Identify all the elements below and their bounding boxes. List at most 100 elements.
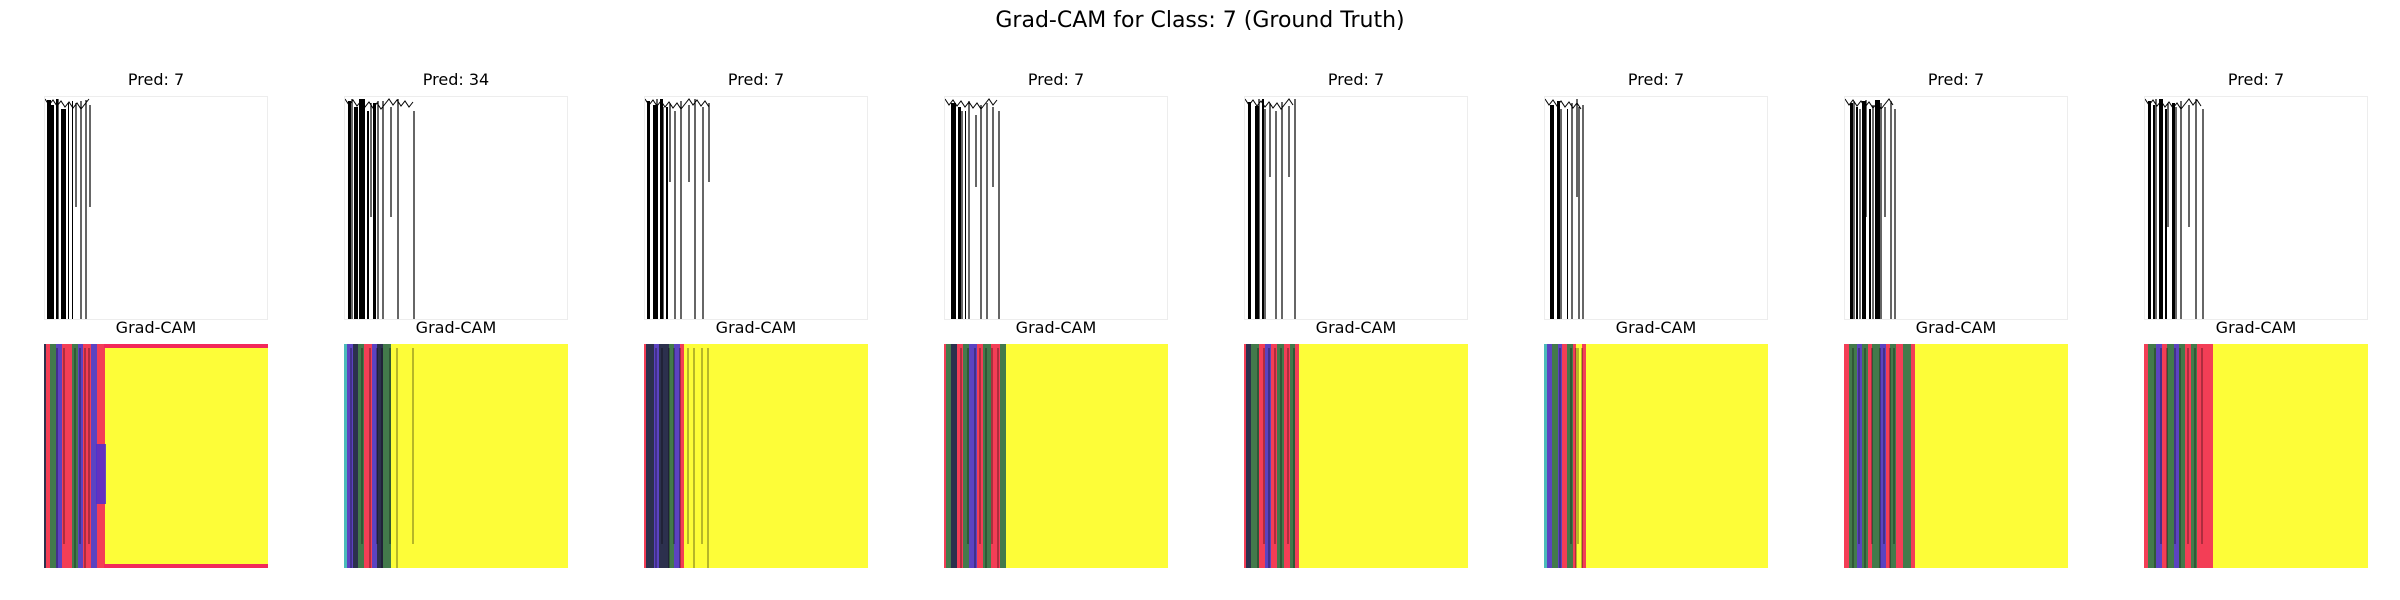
heatmap-band [1911, 344, 1915, 568]
input-image-canvas [1245, 98, 1296, 319]
heatmap-band [1271, 344, 1277, 568]
heatmap-band [2197, 344, 2206, 568]
gradcam-title: Grad-CAM [1015, 318, 1097, 337]
heatmap-band [2162, 344, 2167, 568]
heatmap-band [1547, 344, 1552, 568]
gradcam-title: Grad-CAM [1915, 318, 1997, 337]
stroke-bar [2148, 101, 2151, 319]
heatmap-band [1567, 344, 1573, 568]
stroke-bar [647, 101, 650, 319]
input-image-canvas [945, 98, 1000, 319]
heatmap-band [646, 344, 654, 568]
pred-title: Pred: 7 [1027, 70, 1085, 89]
stroke-bar [958, 107, 961, 319]
stroke-bar [2165, 109, 2167, 319]
heatmap-band [1868, 344, 1872, 568]
heatmap-band [1284, 344, 1290, 568]
gradcam-panel [644, 344, 868, 568]
heatmap-band [1265, 344, 1271, 568]
heatmap-band [2156, 344, 2162, 568]
stroke-bar [2159, 99, 2163, 319]
heatmap-band [1582, 344, 1586, 568]
heatmap-band [1872, 344, 1880, 568]
heatmap-band [372, 344, 377, 568]
input-image-canvas [645, 98, 710, 319]
gradcam-title: Grad-CAM [715, 318, 797, 337]
heatmap-band [1844, 344, 1849, 568]
heatmap-band [680, 344, 684, 568]
heatmap-band [669, 344, 674, 568]
heatmap-band [1903, 344, 1911, 568]
pred-title: Pred: 7 [1627, 70, 1685, 89]
heatmap-blob [96, 444, 106, 504]
stroke-bar [1862, 101, 1866, 319]
gradcam-heatmap [2144, 344, 2368, 568]
heatmap-band [78, 344, 83, 568]
heatmap-band [1562, 344, 1567, 568]
heatmap-band [50, 344, 56, 568]
gradcam-panel [944, 344, 1168, 568]
gradcam-heatmap [944, 344, 1168, 568]
heatmap-band [2148, 344, 2156, 568]
stroke-connector [345, 98, 414, 110]
stroke-bar [1856, 107, 1858, 319]
gradcam-heatmap [1544, 344, 1768, 568]
stroke-bar [348, 101, 351, 319]
heatmap-band [1552, 344, 1558, 568]
stroke-bar [72, 101, 73, 319]
stroke-bar [951, 103, 956, 319]
input-image-panel [944, 96, 1168, 320]
input-image-panel [344, 96, 568, 320]
pred-title: Pred: 7 [127, 70, 185, 89]
gradcam-panel [344, 344, 568, 568]
heatmap-band [1295, 344, 1299, 568]
heatmap-band [944, 344, 946, 568]
heatmap-band [2144, 344, 2148, 568]
gradcam-heatmap [1244, 344, 1468, 568]
heatmap-band [991, 344, 1000, 568]
gradcam-heatmap [1844, 344, 2068, 568]
heatmap-band [1896, 344, 1903, 568]
heatmap-band [353, 344, 358, 568]
stroke-bar [359, 99, 365, 319]
stroke-bar [1550, 105, 1554, 319]
input-image-panel [1544, 96, 1768, 320]
gradcam-title: Grad-CAM [1315, 318, 1397, 337]
gradcam-title: Grad-CAM [1615, 318, 1697, 337]
heatmap-band [957, 344, 963, 568]
stroke-bar [51, 105, 54, 319]
heatmap-band [1573, 344, 1576, 568]
stroke-bar [373, 103, 376, 319]
input-image-canvas [2145, 98, 2204, 319]
heatmap-band [674, 344, 680, 568]
stroke-bar [2153, 105, 2155, 319]
gradcam-heatmap [44, 344, 268, 568]
gradcam-heatmap [644, 344, 868, 568]
stroke-connector [945, 98, 998, 110]
heatmap-band [1277, 344, 1284, 568]
gradcam-panel [1244, 344, 1468, 568]
heatmap-band [659, 344, 669, 568]
heatmap-band [644, 344, 646, 568]
heatmap-band [946, 344, 951, 568]
pred-title: Pred: 7 [727, 70, 785, 89]
gradcam-panel [1844, 344, 2068, 568]
heatmap-band [62, 344, 72, 568]
heatmap-band [969, 344, 977, 568]
heatmap-band [2174, 344, 2179, 568]
heatmap-band [2179, 344, 2185, 568]
heatmap-band [83, 344, 91, 568]
stroke-bar [354, 107, 358, 319]
stroke-bar [1567, 109, 1568, 319]
stroke-bar [1869, 109, 1871, 319]
stroke-bar [2172, 103, 2175, 319]
heatmap-band [2191, 344, 2197, 568]
stroke-connector [2145, 98, 2202, 110]
heatmap-band [1000, 344, 1006, 568]
heatmap-band [344, 344, 347, 568]
heatmap-band [1886, 344, 1890, 568]
pred-title: Pred: 7 [1327, 70, 1385, 89]
gradcam-title: Grad-CAM [115, 318, 197, 337]
pred-title: Pred: 34 [422, 70, 490, 89]
heatmap-band [383, 344, 391, 568]
